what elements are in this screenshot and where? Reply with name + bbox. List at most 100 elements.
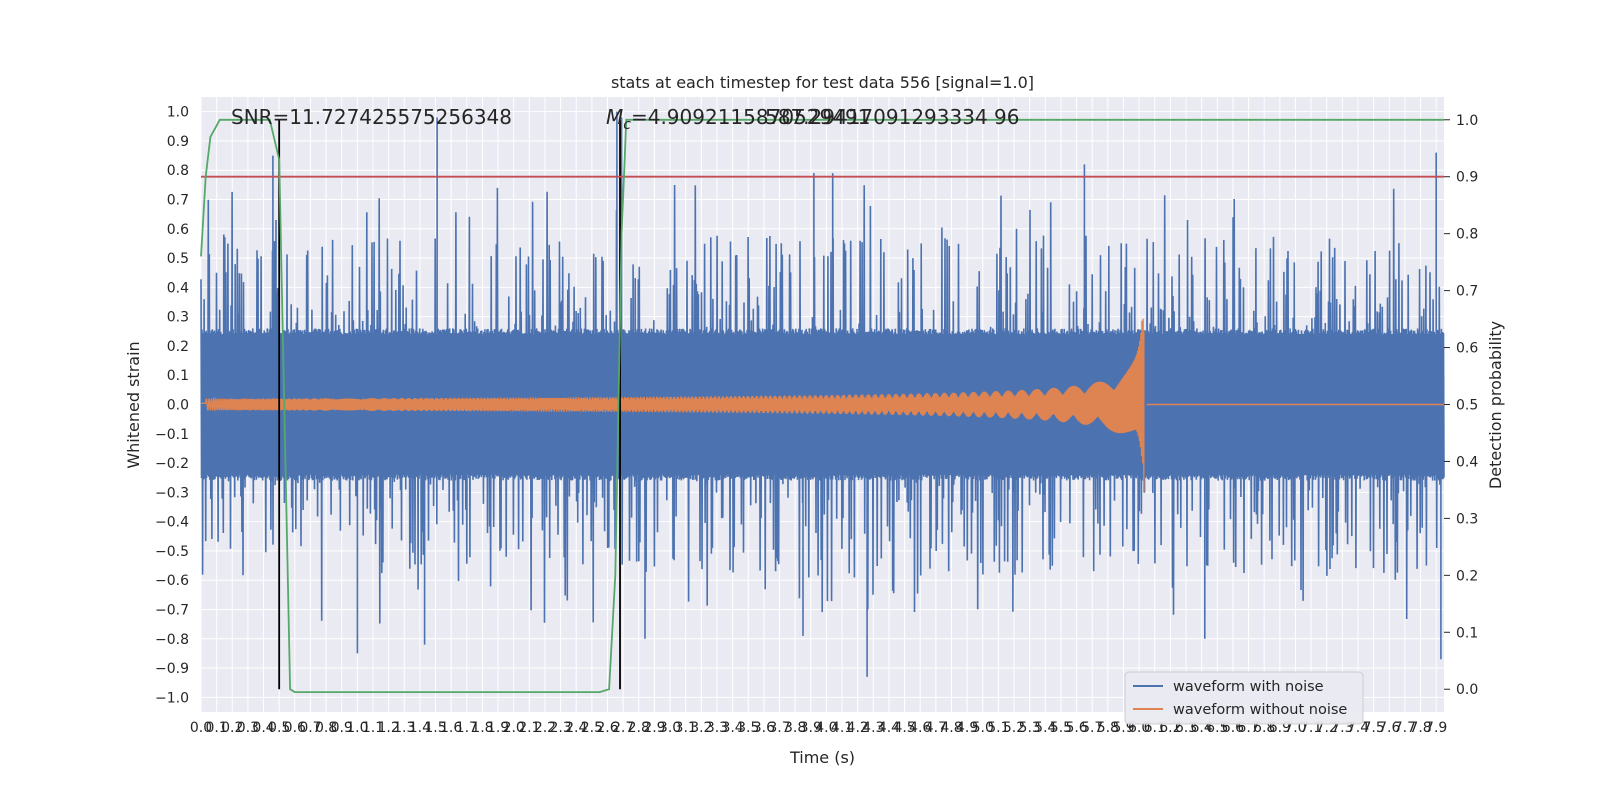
x-tick-label: 3.9 [800, 720, 822, 736]
y-right-tick-label: 0.7 [1456, 284, 1478, 300]
x-tick-label: 4.9 [956, 720, 978, 736]
x-tick-label: 7.7 [1394, 720, 1416, 736]
x-tick-label: 5.1 [987, 720, 1009, 736]
x-tick-label: 3.6 [753, 720, 775, 736]
x-tick-label: 0.1 [206, 720, 228, 736]
y-right-tick-label: 0.8 [1456, 227, 1478, 243]
mc-symbol: M [606, 105, 623, 129]
x-tick-label: 5.4 [1034, 720, 1056, 736]
x-tick-label: 1.5 [424, 720, 446, 736]
y-right-tick-label: 0.0 [1456, 682, 1478, 698]
x-tick-label: 7.6 [1378, 720, 1400, 736]
legend-label-clean: waveform without noise [1173, 702, 1347, 718]
x-tick-label: 0.8 [315, 720, 337, 736]
x-tick-label: 3.8 [784, 720, 806, 736]
overlap-annotation: 587.29417091293334 96 [765, 105, 1019, 129]
ticks: 0.00.10.20.30.40.50.60.70.80.91.01.11.21… [155, 105, 1478, 736]
x-tick-label: 4.8 [940, 720, 962, 736]
x-tick-label: 0.0 [190, 720, 212, 736]
y-tick-label: −0.2 [155, 456, 189, 472]
detection-probability-line [200, 118, 1444, 693]
y-tick-label: 0.1 [167, 368, 189, 384]
y-axis-label: Whitened strain [124, 341, 143, 468]
x-tick-label: 7.5 [1363, 720, 1385, 736]
x-tick-label: 2.1 [518, 720, 540, 736]
x-tick-label: 0.6 [284, 720, 306, 736]
x-tick-label: 5.7 [1081, 720, 1103, 736]
x-tick-label: 1.8 [471, 720, 493, 736]
y-tick-label: 0.2 [167, 339, 189, 355]
x-tick-label: 2.3 [549, 720, 571, 736]
y-right-tick-label: 0.2 [1456, 568, 1478, 584]
y-right-tick-label: 0.1 [1456, 625, 1478, 641]
x-tick-label: 4.0 [815, 720, 837, 736]
x-tick-label: 3.1 [675, 720, 697, 736]
y-tick-label: 0.7 [167, 193, 189, 209]
x-tick-label: 1.3 [393, 720, 415, 736]
y-right-tick-label: 0.6 [1456, 341, 1478, 357]
x-tick-label: 4.3 [862, 720, 884, 736]
x-tick-label: 2.6 [596, 720, 618, 736]
y-tick-label: 0.0 [167, 398, 189, 414]
vertical-markers [278, 119, 621, 690]
y-tick-label: −1.0 [155, 690, 189, 706]
snr-annotation: SNR=11.727425575256348 [231, 105, 512, 129]
x-tick-label: 3.4 [721, 720, 743, 736]
y-tick-label: −0.9 [155, 661, 189, 677]
x-tick-label: 3.0 [659, 720, 681, 736]
y-right-tick-label: 0.9 [1456, 170, 1478, 186]
x-tick-label: 1.2 [377, 720, 399, 736]
chirp-path [201, 318, 1444, 493]
x-tick-label: 2.2 [534, 720, 556, 736]
y-tick-label: −0.4 [155, 515, 189, 531]
y-tick-label: −0.6 [155, 573, 189, 589]
x-tick-label: 5.8 [1097, 720, 1119, 736]
x-tick-label: 0.4 [252, 720, 274, 736]
y-axis-right-label: Detection probability [1486, 321, 1505, 489]
x-tick-label: 7.8 [1409, 720, 1431, 736]
chirp-series [201, 318, 1444, 493]
x-tick-label: 1.9 [487, 720, 509, 736]
x-tick-label: 5.3 [1019, 720, 1041, 736]
x-axis-label: Time (s) [789, 748, 855, 767]
x-tick-label: 3.5 [737, 720, 759, 736]
y-right-tick-label: 0.4 [1456, 454, 1478, 470]
chart-title: stats at each timestep for test data 556… [611, 73, 1034, 92]
mc-subscript: c [623, 117, 631, 133]
x-tick-label: 1.1 [362, 720, 384, 736]
y-tick-label: −0.1 [155, 427, 189, 443]
x-tick-label: 0.2 [221, 720, 243, 736]
x-tick-label: 5.5 [1050, 720, 1072, 736]
x-tick-label: 4.6 [909, 720, 931, 736]
y-tick-label: 0.5 [167, 251, 189, 267]
x-tick-label: 3.2 [690, 720, 712, 736]
x-tick-label: 0.5 [268, 720, 290, 736]
legend-label-noise: waveform with noise [1173, 679, 1324, 695]
y-tick-label: 0.8 [167, 163, 189, 179]
y-right-tick-label: 1.0 [1456, 113, 1478, 129]
mc-annotation: Mc=4.9092115870529491 [606, 105, 870, 133]
y-right-tick-label: 0.5 [1456, 398, 1478, 414]
x-tick-label: 0.3 [237, 720, 259, 736]
x-tick-label: 5.0 [972, 720, 994, 736]
probability-series [200, 118, 1444, 693]
x-tick-label: 2.8 [628, 720, 650, 736]
x-tick-label: 2.0 [503, 720, 525, 736]
y-tick-label: 0.9 [167, 134, 189, 150]
x-tick-label: 7.9 [1425, 720, 1447, 736]
x-tick-label: 2.5 [581, 720, 603, 736]
x-tick-label: 3.7 [768, 720, 790, 736]
x-tick-label: 5.2 [1003, 720, 1025, 736]
y-tick-label: 0.6 [167, 222, 189, 238]
x-tick-label: 4.5 [893, 720, 915, 736]
mc-value: =4.9092115870529491 [631, 105, 870, 129]
x-tick-label: 1.4 [409, 720, 431, 736]
x-tick-label: 0.7 [299, 720, 321, 736]
x-tick-label: 1.0 [346, 720, 368, 736]
x-tick-label: 2.9 [643, 720, 665, 736]
y-tick-label: −0.8 [155, 632, 189, 648]
y-tick-label: 0.4 [167, 280, 189, 296]
y-tick-label: −0.3 [155, 485, 189, 501]
x-tick-label: 1.6 [440, 720, 462, 736]
